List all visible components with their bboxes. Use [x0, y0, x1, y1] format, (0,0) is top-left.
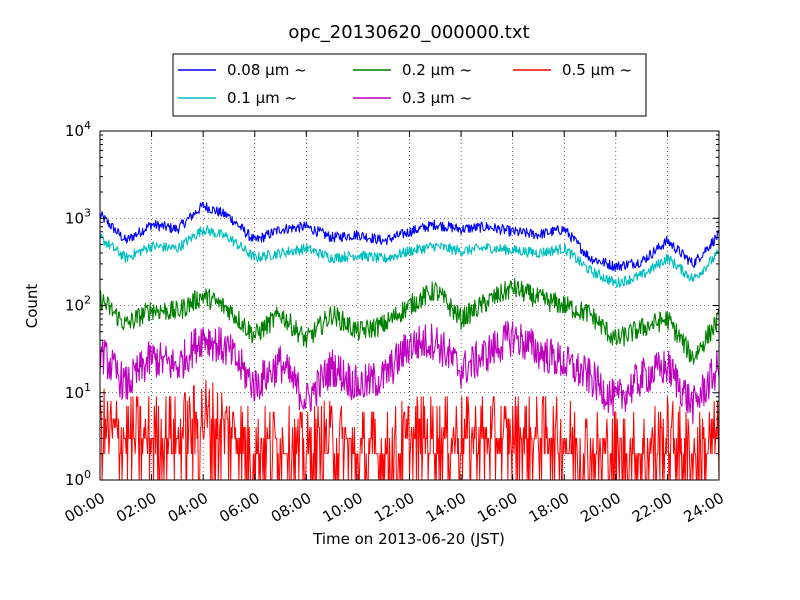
series-layer	[100, 201, 719, 480]
legend-label: 0.1 μm ~	[227, 89, 297, 107]
legend-label: 0.3 μm ~	[402, 89, 472, 107]
legend-label: 0.08 μm ~	[227, 61, 307, 79]
y-axis-label: Count	[23, 284, 41, 329]
series-line	[100, 320, 719, 425]
chart-title: opc_20130620_000000.txt	[288, 22, 529, 43]
legend: 0.08 μm ~ 0.1 μm ~ 0.2 μm ~ 0.3 μm ~ 0.5 μm …	[172, 53, 647, 117]
series-line	[100, 379, 719, 480]
legend-label: 0.5 μm ~	[562, 61, 632, 79]
series-line	[100, 225, 719, 288]
legend-box	[172, 53, 647, 117]
series-line	[100, 278, 719, 365]
x-axis-label: Time on 2013-06-20 (JST)	[312, 530, 505, 548]
legend-label: 0.2 μm ~	[402, 61, 472, 79]
series-line	[100, 201, 719, 272]
